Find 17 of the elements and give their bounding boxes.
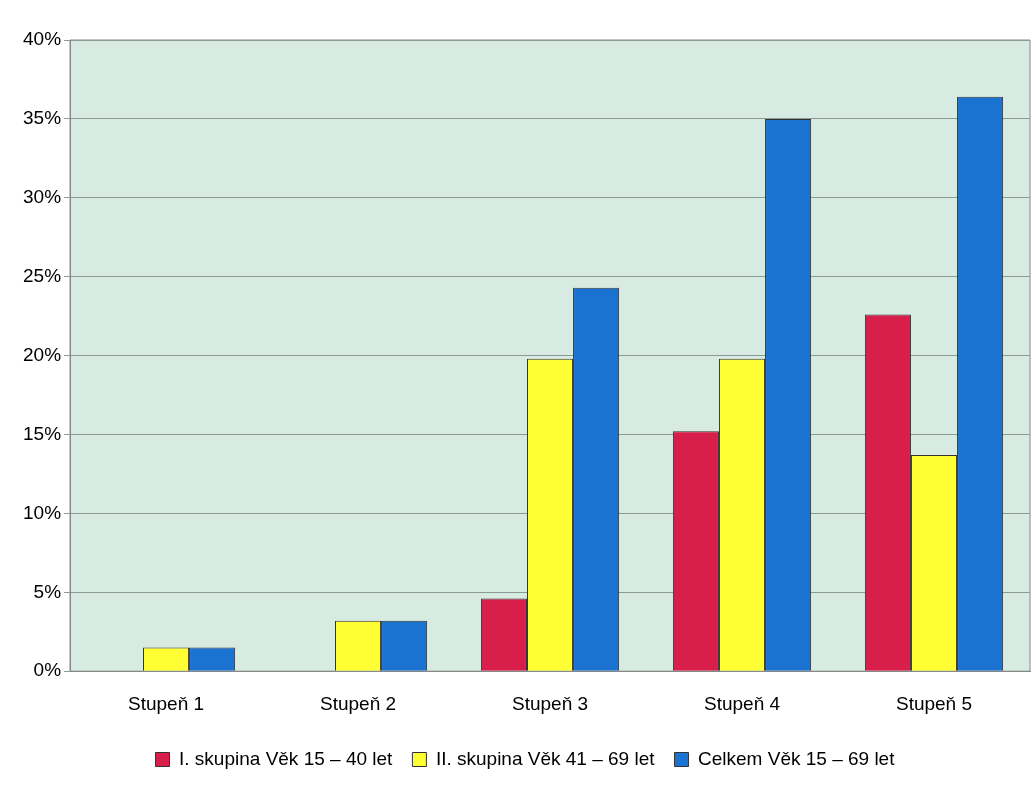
y-tick-label: 5% xyxy=(33,580,62,602)
x-tick-label: Stupeň 2 xyxy=(319,692,397,714)
y-tick-label: 15% xyxy=(23,422,62,444)
y-tick-label: 25% xyxy=(23,264,62,286)
x-tick-label: Stupeň 5 xyxy=(895,692,973,714)
y-tick-label: 0% xyxy=(33,659,62,681)
y-tick-label: 40% xyxy=(23,28,62,50)
legend-label: I. skupina Věk 15 – 40 let xyxy=(179,747,394,769)
x-tick-label: Stupeň 4 xyxy=(703,692,781,714)
y-tick-label: 30% xyxy=(23,186,62,208)
x-tick-label: Stupeň 1 xyxy=(127,692,205,714)
y-tick-label: 35% xyxy=(23,107,62,129)
y-tick-label: 20% xyxy=(23,343,62,365)
legend-label: Celkem Věk 15 – 69 let xyxy=(698,747,896,769)
x-tick-label: Stupeň 3 xyxy=(511,692,589,714)
y-tick-label: 10% xyxy=(23,501,62,523)
legend-label: II. skupina Věk 41 – 69 let xyxy=(435,747,656,769)
